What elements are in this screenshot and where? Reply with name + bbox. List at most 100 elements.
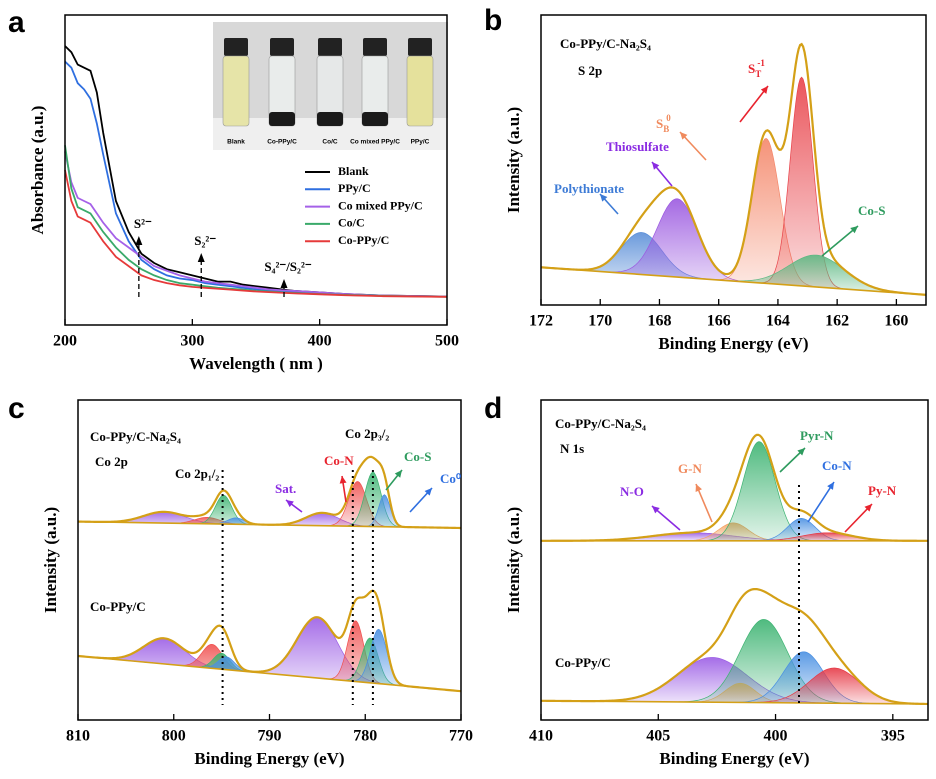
vial [406, 55, 434, 127]
annotation-base: S [656, 116, 663, 131]
vial-cap [318, 38, 342, 56]
legend-label: PPy/C [338, 181, 371, 195]
x-tick-label: 170 [588, 313, 612, 330]
annotation: Co 2p₁/₂ [175, 466, 219, 481]
annotation: Co-N [324, 453, 354, 468]
x-tick-label: 500 [435, 333, 459, 350]
x-tick-label: 162 [825, 313, 849, 330]
annotation: Py-N [868, 483, 897, 498]
inset-label: Co mixed PPy/C [350, 139, 400, 146]
vial-cap [363, 38, 387, 56]
annotation: Co-PPy/C-Na₂S₄ [555, 416, 646, 431]
x-tick-label: 810 [66, 728, 90, 745]
legend-label: Co-PPy/C [338, 233, 389, 247]
annotation: S 2p [578, 63, 602, 78]
vial-cap [270, 38, 294, 56]
marker-arrow [197, 253, 205, 262]
annotation-sub: B [663, 124, 669, 134]
annotation: Thiosulfate [606, 139, 669, 154]
vial [222, 55, 250, 127]
inset-label: Co/C [322, 139, 337, 146]
annotation-arrow [807, 481, 835, 523]
x-axis-title: Binding Energy (eV) [658, 334, 808, 353]
arrow-head [394, 470, 402, 478]
arrow-head [339, 476, 347, 484]
plot-frame [540, 14, 927, 306]
annotation: Co-S [404, 449, 431, 464]
inset-label: Blank [227, 139, 245, 146]
x-tick-label: 790 [258, 728, 282, 745]
annotation-sup: 0 [666, 113, 671, 123]
x-tick-label: 200 [53, 333, 77, 350]
x-tick-label: 300 [180, 333, 204, 350]
annotation-base: S [748, 61, 755, 76]
background-line [77, 655, 462, 692]
panel-letter: a [8, 6, 25, 39]
annotation: Polythionate [554, 181, 624, 196]
y-axis-title: Intensity (a.u.) [504, 507, 523, 613]
y-axis-title: Absorbance (a.u.) [28, 106, 47, 235]
annotation: Co-PPy/C-Na₂S₄ [560, 36, 651, 51]
annotation: Co-N [822, 458, 852, 473]
panel-letter: c [8, 392, 25, 425]
arrow-head [652, 506, 660, 514]
series-line [64, 145, 448, 298]
arrow-head [600, 194, 608, 202]
x-tick-label: 168 [647, 313, 671, 330]
legend-label: Co mixed PPy/C [338, 198, 423, 212]
vial-sediment [269, 112, 295, 126]
series-line [64, 169, 448, 298]
arrow-head [424, 488, 432, 496]
arrow-head [827, 482, 834, 490]
annotation: N 1s [560, 441, 584, 456]
x-tick-label: 770 [449, 728, 473, 745]
x-tick-label: 164 [766, 313, 790, 330]
arrow-head [695, 484, 703, 492]
panel-letter: d [484, 392, 502, 425]
marker-label: S²⁻ [134, 216, 152, 231]
panel-letter: b [484, 4, 502, 37]
fit-component [77, 637, 462, 692]
annotation: ST-1 [748, 58, 765, 79]
marker-label: S₄²⁻/S₂²⁻ [264, 259, 312, 274]
x-tick-label: 800 [162, 728, 186, 745]
x-axis-title: Wavelength ( nm ) [189, 354, 323, 373]
annotation-arrow [739, 85, 769, 123]
annotation-arrow [821, 225, 859, 257]
x-tick-label: 172 [529, 313, 553, 330]
arrow-head [797, 448, 805, 456]
y-axis-title: Intensity (a.u.) [504, 107, 523, 213]
annotation-sup: -1 [757, 58, 765, 68]
annotation: Sat. [275, 481, 296, 496]
inset-label: PPy/C [411, 139, 430, 146]
x-tick-label: 405 [646, 728, 670, 745]
fit-envelope [540, 42, 927, 296]
arrow-head [652, 162, 660, 170]
vial-sediment [362, 112, 388, 126]
fit-component [77, 637, 462, 692]
x-tick-label: 780 [353, 728, 377, 745]
annotation: Co-PPy/C [555, 655, 611, 670]
annotation: Co 2p [95, 454, 128, 469]
fit-envelope [540, 587, 929, 706]
annotation: G-N [678, 461, 702, 476]
x-axis-title: Binding Energy (eV) [659, 749, 809, 768]
inset-label: Co-PPy/C [267, 139, 297, 146]
legend-label: Co/C [338, 216, 365, 230]
x-tick-label: 400 [764, 728, 788, 745]
x-tick-label: 166 [707, 313, 731, 330]
x-tick-label: 160 [884, 313, 908, 330]
fit-envelope [77, 455, 462, 530]
legend-label: Blank [338, 164, 369, 178]
plot-frame [540, 399, 929, 721]
x-tick-label: 395 [881, 728, 905, 745]
annotation: Pyr-N [800, 428, 834, 443]
arrow-head [286, 500, 294, 508]
plot-frame [64, 14, 448, 326]
annotation: Co 2p₃/₂ [345, 426, 389, 441]
annotation: Co-S [858, 203, 885, 218]
annotation: N-O [620, 484, 644, 499]
annotation: SB0 [656, 113, 671, 134]
background-line [540, 266, 927, 296]
